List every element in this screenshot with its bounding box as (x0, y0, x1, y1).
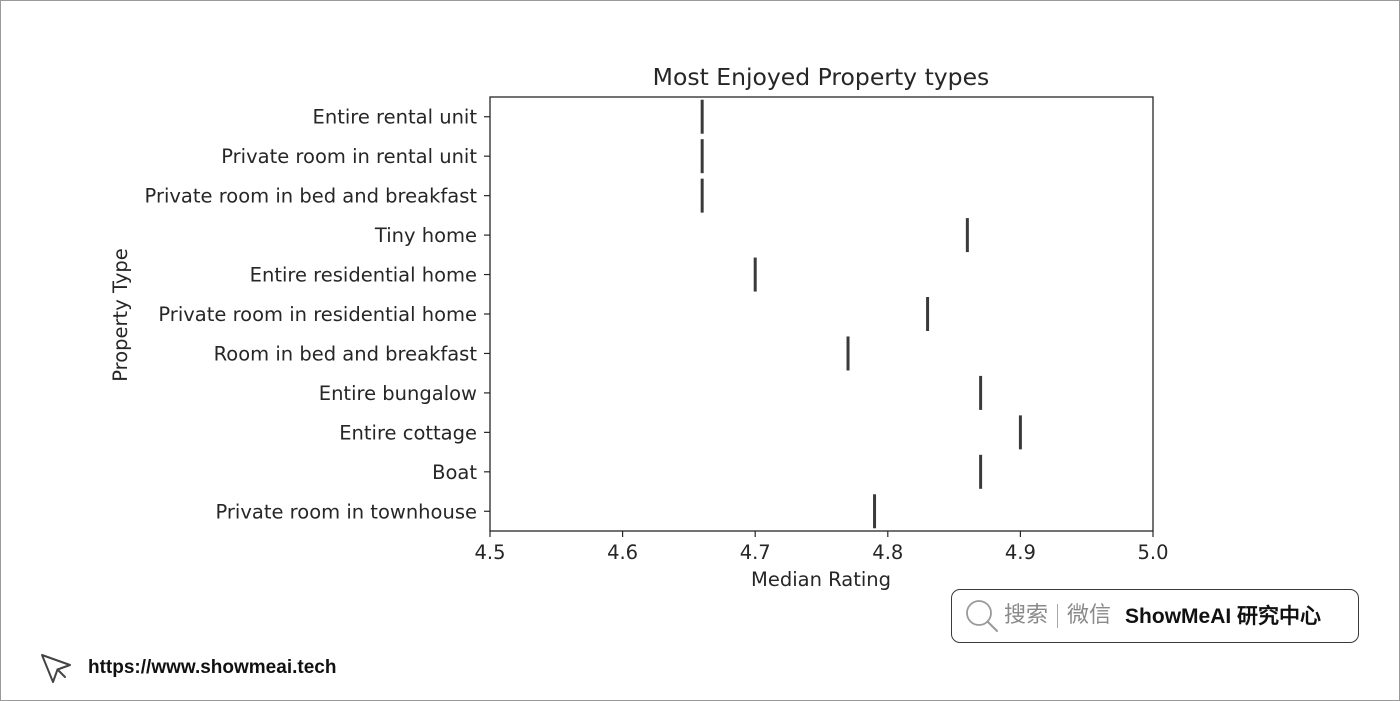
x-tick-label: 4.5 (474, 541, 505, 564)
x-tick-label: 4.8 (872, 541, 903, 564)
brand-name: ShowMeAI 研究中心 (1125, 604, 1322, 628)
search-label: 搜索 (1004, 603, 1049, 628)
y-tick-label-private-room-in-rental-unit: Private room in rental unit (221, 145, 477, 168)
y-tick-label-tiny-home: Tiny home (374, 224, 477, 247)
plot-area-frame (489, 96, 1154, 532)
y-tick-label-entire-cottage: Entire cottage (339, 421, 477, 444)
x-tick-label: 5.0 (1137, 541, 1168, 564)
x-axis: 4.5 4.6 4.7 4.8 4.9 5.0 (474, 531, 1169, 564)
y-axis-title: Property Type (109, 248, 132, 382)
x-tick-label: 4.7 (740, 541, 771, 564)
y-tick-label-private-room-in-residential-home: Private room in residential home (158, 303, 477, 326)
search-icon (966, 600, 998, 632)
search-watermark: 搜索 微信 ShowMeAI 研究中心 (951, 589, 1359, 643)
y-tick-label-entire-bungalow: Entire bungalow (319, 382, 477, 405)
label-divider (1057, 604, 1059, 628)
y-tick-label-room-in-bed-and-breakfast: Room in bed and breakfast (214, 342, 478, 365)
data-markers (700, 99, 1022, 529)
footer: https://www.showmeai.tech (38, 650, 336, 686)
y-tick-label-private-room-in-bed-and-breakfast: Private room in bed and breakfast (145, 185, 478, 208)
y-tick-label-entire-rental-unit: Entire rental unit (313, 106, 478, 129)
x-tick-label: 4.9 (1005, 541, 1036, 564)
x-tick-label: 4.6 (607, 541, 638, 564)
cursor-icon (41, 654, 71, 683)
y-axis: Entire rental unit Private room in rental… (145, 106, 490, 523)
footer-url: https://www.showmeai.tech (88, 657, 337, 678)
channel-label: 微信 (1067, 603, 1112, 628)
y-tick-label-boat: Boat (432, 461, 477, 484)
chart-title: Most Enjoyed Property types (653, 63, 990, 91)
y-tick-label-entire-residential-home: Entire residential home (250, 264, 477, 287)
x-axis-title: Median Rating (751, 568, 891, 591)
y-tick-label-private-room-in-townhouse: Private room in townhouse (216, 500, 478, 523)
